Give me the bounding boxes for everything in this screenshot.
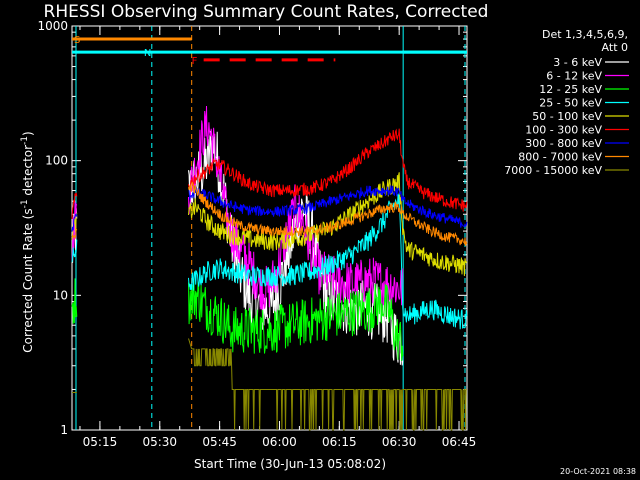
x-axis-label: Start Time (30-Jun-13 05:08:02) <box>194 457 386 471</box>
y-tick-label: 10 <box>53 288 68 302</box>
legend-label-0: 3 - 6 keV <box>553 56 602 69</box>
series-line-3-seg-0 <box>71 239 78 263</box>
x-tick-label: 05:15 <box>83 435 118 449</box>
series-line-7-seg-0 <box>71 227 78 240</box>
series-line-5-seg-0 <box>71 192 78 219</box>
series-line-6-seg-1 <box>188 185 468 228</box>
chart-title: RHESSI Observing Summary Count Rates, Co… <box>44 2 489 22</box>
x-tick-label: 06:15 <box>322 435 357 449</box>
series-line-6-seg-0 <box>71 213 78 232</box>
legend-label-1: 6 - 12 keV <box>546 70 602 83</box>
y-tick-label: 100 <box>45 154 68 168</box>
legend-label-8: 7000 - 15000 keV <box>504 164 602 177</box>
legend-title-line-2: Att 0 <box>602 41 628 54</box>
legend-label-7: 800 - 7000 keV <box>518 151 602 164</box>
series-line-7-seg-1 <box>188 181 468 246</box>
legend-label-2: 12 - 25 keV <box>539 83 602 96</box>
series-line-2-seg-0 <box>71 278 78 324</box>
plot-area: 1 10 100 1000 05:15 05:30 05:45 06:00 06:15 06:30… <box>37 19 476 449</box>
legend-title-line-1: Det 1,3,4,5,6,9, <box>542 28 628 41</box>
footer-timestamp: 20-Oct-2021 08:38 <box>560 467 636 476</box>
y-tick-label: 1 <box>60 423 68 437</box>
y-axis-label-main: Corrected Count Rate (s <box>21 208 35 352</box>
flag-label-flare: F <box>192 56 198 67</box>
y-tick-label: 1000 <box>37 19 68 33</box>
series-line-2-seg-1 <box>188 277 404 362</box>
x-tick-label: 05:30 <box>142 435 177 449</box>
legend-label-4: 50 - 100 keV <box>532 110 602 123</box>
y-axis-label: Corrected Count Rate (s-1 detector-1) <box>20 131 35 352</box>
flag-label-s: S <box>74 35 80 46</box>
legend-label-6: 300 - 800 keV <box>525 137 602 150</box>
x-tick-label: 06:45 <box>442 435 477 449</box>
series-line-1-seg-1 <box>188 105 404 310</box>
series-line-3-seg-1 <box>188 192 468 330</box>
x-tick-label: 06:30 <box>382 435 417 449</box>
x-tick-label: 06:00 <box>262 435 297 449</box>
y-axis-label-mid: detector <box>21 145 35 200</box>
series-line-8-seg-1 <box>188 338 467 431</box>
legend-label-5: 100 - 300 keV <box>525 124 602 137</box>
legend-label-3: 25 - 50 keV <box>539 97 602 110</box>
plot-frame <box>71 25 468 431</box>
flag-label-n: N <box>144 48 151 59</box>
y-axis-label-sup-2: -1 <box>20 136 30 145</box>
x-tick-label: 05:45 <box>202 435 237 449</box>
y-axis-label-sup-1: -1 <box>20 199 30 208</box>
y-axis-label-end: ) <box>21 131 35 136</box>
series-line-4-seg-1 <box>188 172 468 277</box>
series-line-5-seg-1 <box>188 128 468 212</box>
